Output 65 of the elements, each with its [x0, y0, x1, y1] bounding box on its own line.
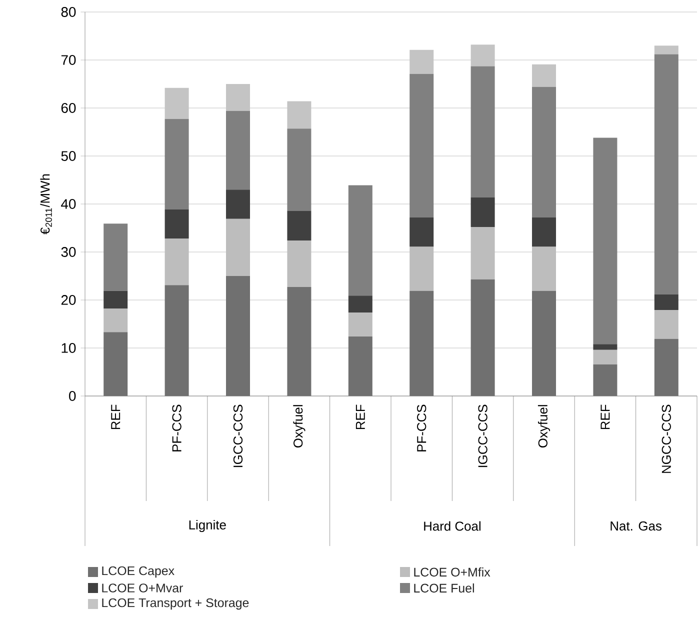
bar	[104, 290, 128, 309]
bar	[593, 344, 618, 350]
bar	[654, 310, 678, 339]
y-tick-label: 60	[61, 103, 76, 113]
bar	[164, 209, 189, 239]
bar	[287, 240, 312, 288]
bar	[410, 50, 434, 74]
legend-label: LCOE O+Mfix	[414, 567, 490, 577]
legend-label: LCOE Fuel	[414, 583, 474, 593]
bar	[654, 54, 678, 294]
x-tick-label: PF-CCS	[417, 404, 426, 452]
bar	[593, 350, 618, 364]
y-tick-label: 50	[61, 151, 76, 161]
bar	[164, 119, 189, 210]
bar	[348, 296, 372, 312]
bar	[470, 44, 495, 66]
bar	[226, 110, 250, 190]
bar	[532, 86, 556, 218]
bar	[164, 238, 189, 286]
y-tick-label: 0	[69, 391, 76, 401]
bar	[470, 66, 495, 198]
bar	[287, 101, 312, 129]
y-axis-title: €$_{2011}$/MWh	[40, 174, 52, 234]
bar	[654, 46, 678, 54]
bar	[287, 210, 312, 240]
legend-label: LCOE Transport + Storage	[102, 598, 249, 610]
bar	[226, 218, 250, 276]
x-tick-label: Oxyfuel	[293, 405, 306, 448]
y-tick-label: 40	[61, 199, 76, 209]
bar	[164, 88, 189, 120]
bar	[532, 246, 556, 291]
bar	[410, 217, 434, 247]
bar	[654, 294, 678, 310]
bar	[348, 185, 372, 296]
y-tick-label: 30	[61, 247, 76, 257]
y-tick-label: 10	[62, 343, 76, 353]
bar	[348, 312, 372, 336]
bar	[226, 190, 250, 219]
x-tick-label: IGCC-CCS	[478, 404, 488, 468]
text: Nat. Gas	[610, 521, 662, 531]
text: Lignite	[189, 520, 226, 532]
x-tick-label: REF	[356, 404, 365, 430]
y-tick-label: 80	[61, 7, 76, 17]
bar	[470, 227, 495, 280]
bar	[410, 246, 434, 291]
x-tick-label: REF	[111, 404, 120, 430]
bar	[287, 128, 312, 211]
legend-label: LCOE Capex	[102, 566, 174, 578]
x-tick-label: PF-CCS	[172, 404, 182, 452]
bar	[593, 138, 618, 344]
legend-label: LCOE O+Mvar	[102, 584, 183, 592]
bar	[532, 217, 556, 247]
x-tick-label: Oxyfuel	[538, 405, 550, 448]
bar	[470, 197, 495, 228]
x-tick-label: REF	[600, 404, 610, 430]
text: Hard Coal	[424, 521, 480, 531]
y-tick-label: 20	[61, 295, 76, 305]
x-tick-label: IGCC-CCS	[233, 404, 243, 468]
bar	[104, 308, 128, 332]
bar	[532, 64, 556, 87]
bar	[226, 84, 250, 111]
y-tick-label: 70	[61, 55, 76, 65]
bar	[104, 224, 128, 291]
x-tick-label: NGCC-CCS	[662, 404, 671, 473]
bar	[410, 74, 434, 218]
